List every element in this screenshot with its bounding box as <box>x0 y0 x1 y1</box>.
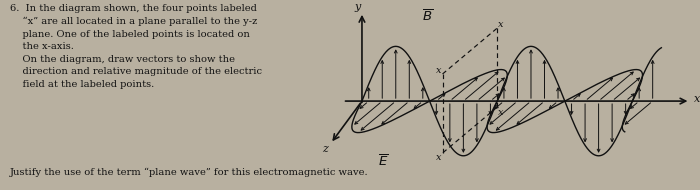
Text: x: x <box>498 108 504 116</box>
Text: x: x <box>436 153 442 162</box>
Text: Justify the use of the term “plane wave” for this electromagnetic wave.: Justify the use of the term “plane wave”… <box>10 167 369 177</box>
Text: x: x <box>694 94 700 104</box>
Text: x: x <box>436 66 442 75</box>
Text: 6.  In the diagram shown, the four points labeled
    “x” are all located in a p: 6. In the diagram shown, the four points… <box>10 4 262 89</box>
Text: x: x <box>498 20 504 29</box>
Text: y: y <box>354 2 360 12</box>
Text: z: z <box>322 144 328 154</box>
Text: $\overline{E}$: $\overline{E}$ <box>377 154 388 169</box>
Text: $\overline{B}$: $\overline{B}$ <box>421 9 433 24</box>
